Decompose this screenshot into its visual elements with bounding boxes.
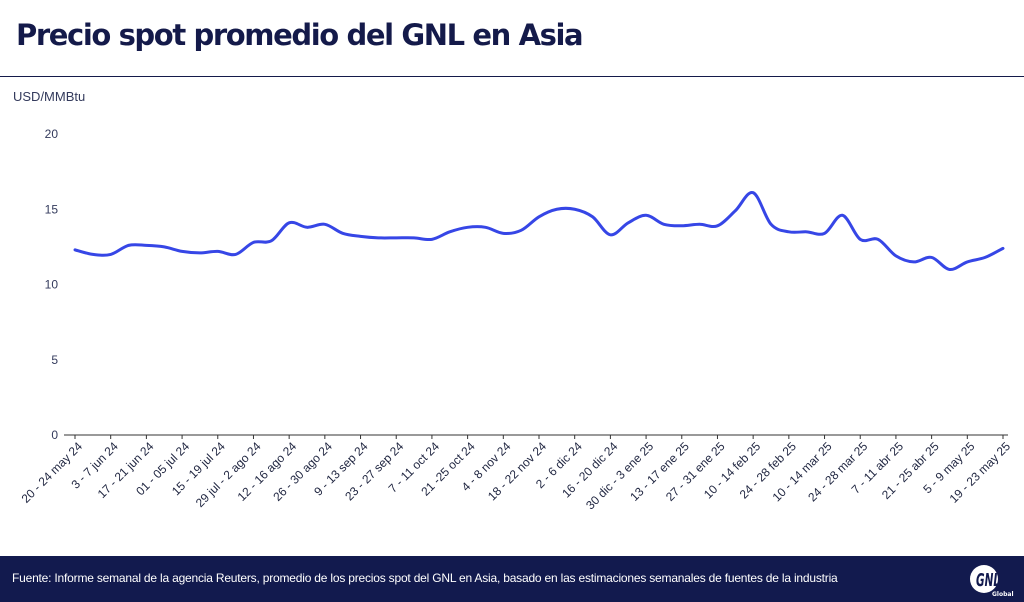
y-tick-label: 10 xyxy=(45,278,59,292)
logo-letter: GNL xyxy=(976,570,1000,591)
footer-bar: Fuente: Informe semanal de la agencia Re… xyxy=(0,556,1024,602)
y-tick-label: 5 xyxy=(51,353,58,367)
title-divider xyxy=(0,76,1024,77)
y-axis-unit-label: USD/MMBtu xyxy=(13,89,86,104)
gnl-global-logo: GNL Global xyxy=(970,565,1014,598)
x-tick-label: 20 - 24 may 24 xyxy=(19,439,86,506)
y-tick-label: 15 xyxy=(45,202,59,216)
y-axis-ticks: 0 5 10 15 20 xyxy=(45,127,59,442)
source-note: Fuente: Informe semanal de la agencia Re… xyxy=(12,571,838,585)
chart-title: Precio spot promedio del GNL en Asia xyxy=(16,18,584,52)
logo-subtext: Global xyxy=(992,591,1014,598)
y-tick-label: 20 xyxy=(45,127,59,141)
y-tick-label: 0 xyxy=(51,428,58,442)
series-line-lng-price xyxy=(73,191,1005,271)
